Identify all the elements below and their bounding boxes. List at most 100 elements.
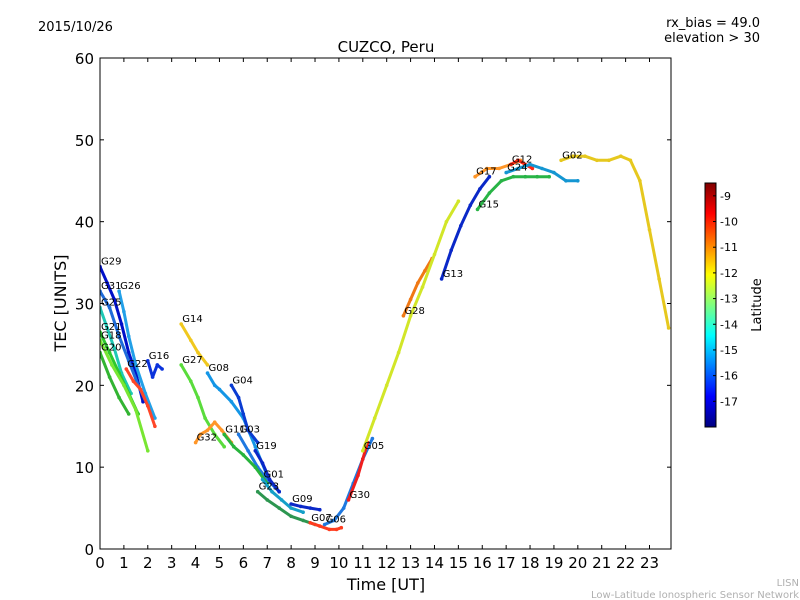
data-point-g15 [511,174,516,179]
data-point-g07 [339,525,344,530]
data-point-g31 [117,334,121,339]
data-point-g16 [160,367,164,371]
data-point-g31 [126,359,131,363]
series-line-g13 [440,175,491,281]
data-point-g04 [229,383,234,388]
data-point-g29 [126,350,131,355]
data-point-g23 [265,498,270,502]
data-point-g02 [657,277,661,281]
data-point-g22 [138,387,143,392]
data-point-g27 [212,432,217,437]
x-tick-label: 7 [262,554,272,572]
data-point-g05 [372,416,377,420]
data-point-g15 [475,207,480,212]
data-point-g20 [126,412,131,416]
data-point-g13 [459,224,463,228]
data-point-g05 [444,219,449,224]
data-point-g04 [236,395,241,400]
series-line-g12 [509,158,534,170]
series-label-g24: G24 [507,163,527,174]
data-point-g02 [571,154,575,158]
data-point-g02 [595,158,599,163]
data-point-g22 [131,379,136,384]
data-point-g23 [255,489,260,494]
data-point-g20 [107,375,112,379]
series-label-g01: G01 [263,469,283,480]
data-point-g02 [559,158,563,163]
data-point-g26 [117,289,121,294]
x-tick-label: 0 [95,554,105,572]
data-point-g26 [143,391,148,396]
data-point-g01 [279,498,284,502]
data-point-g06 [341,506,346,510]
data-point-g32 [220,428,224,433]
colorbar-ticks: -9 -10 -11 -12 -13 -14 -15 -16 -17 [713,190,738,408]
data-point-g27 [203,416,207,420]
data-point-g28 [408,297,413,302]
series-label-g08: G08 [209,363,229,374]
data-point-g07 [308,521,313,525]
data-point-g15 [487,191,492,195]
data-point-g22 [124,367,129,371]
series-label-g02: G02 [562,150,582,161]
data-point-g08 [253,444,258,449]
series-label-g32: G32 [197,433,217,444]
data-point-g14 [179,322,183,326]
data-point-g24 [528,162,532,167]
series-line-g09 [289,502,322,512]
data-point-g08 [205,371,210,375]
data-point-g05 [361,449,365,453]
data-point-g13 [439,277,444,281]
data-point-g16 [150,375,155,379]
data-point-g05 [396,350,401,355]
data-point-g27 [179,363,183,367]
colorbar-tick-label: -11 [720,241,738,254]
data-point-g02 [666,326,671,330]
data-point-g08 [229,399,234,404]
data-point-g22 [153,424,157,429]
series-label-g29: G29 [101,257,121,268]
series-label-g18: G18 [101,330,121,341]
data-point-g30 [356,473,360,478]
data-point-g05 [456,199,461,203]
x-tick-label: 17 [497,554,516,572]
data-point-g23 [289,514,293,519]
data-point-g24 [504,170,509,175]
data-point-g04 [246,428,250,433]
data-point-g29 [105,281,109,285]
data-point-g28 [401,314,406,318]
series-label-g25: G25 [101,298,121,309]
series-label-g05: G05 [364,441,384,452]
date-label: 2015/10/26 [38,20,113,35]
data-point-g20 [117,395,121,400]
series-label-g21: G21 [101,322,121,333]
data-point-g28 [416,281,420,285]
data-point-g15 [535,174,539,179]
series-label-g03: G03 [240,424,260,435]
x-tick-label: 14 [425,554,444,572]
data-point-g31 [107,305,112,310]
data-point-g25 [112,346,117,351]
data-point-g05 [384,383,389,388]
data-point-g11 [241,453,246,457]
x-tick-label: 5 [215,554,225,572]
series-label-g20: G20 [101,343,121,354]
data-point-g24 [576,179,580,183]
data-point-g14 [196,350,200,355]
series-label-g15: G15 [478,199,498,210]
series-line-g16 [146,359,164,379]
x-tick-label: 15 [449,554,468,572]
data-point-g01 [301,510,305,514]
colorbar-tick-label: -13 [720,293,738,306]
data-point-g02 [619,154,623,158]
y-tick-label: 0 [84,541,94,559]
series-label-g13: G13 [443,269,463,280]
data-point-g07 [334,527,339,532]
data-point-g18 [122,383,126,388]
data-point-g25 [105,326,109,330]
series-line-g20 [100,351,131,416]
series-line-g27 [179,363,226,449]
x-tick-label: 22 [616,554,635,572]
colorbar-label: Latitude [750,278,765,332]
colorbar-tick-label: -9 [720,190,731,203]
